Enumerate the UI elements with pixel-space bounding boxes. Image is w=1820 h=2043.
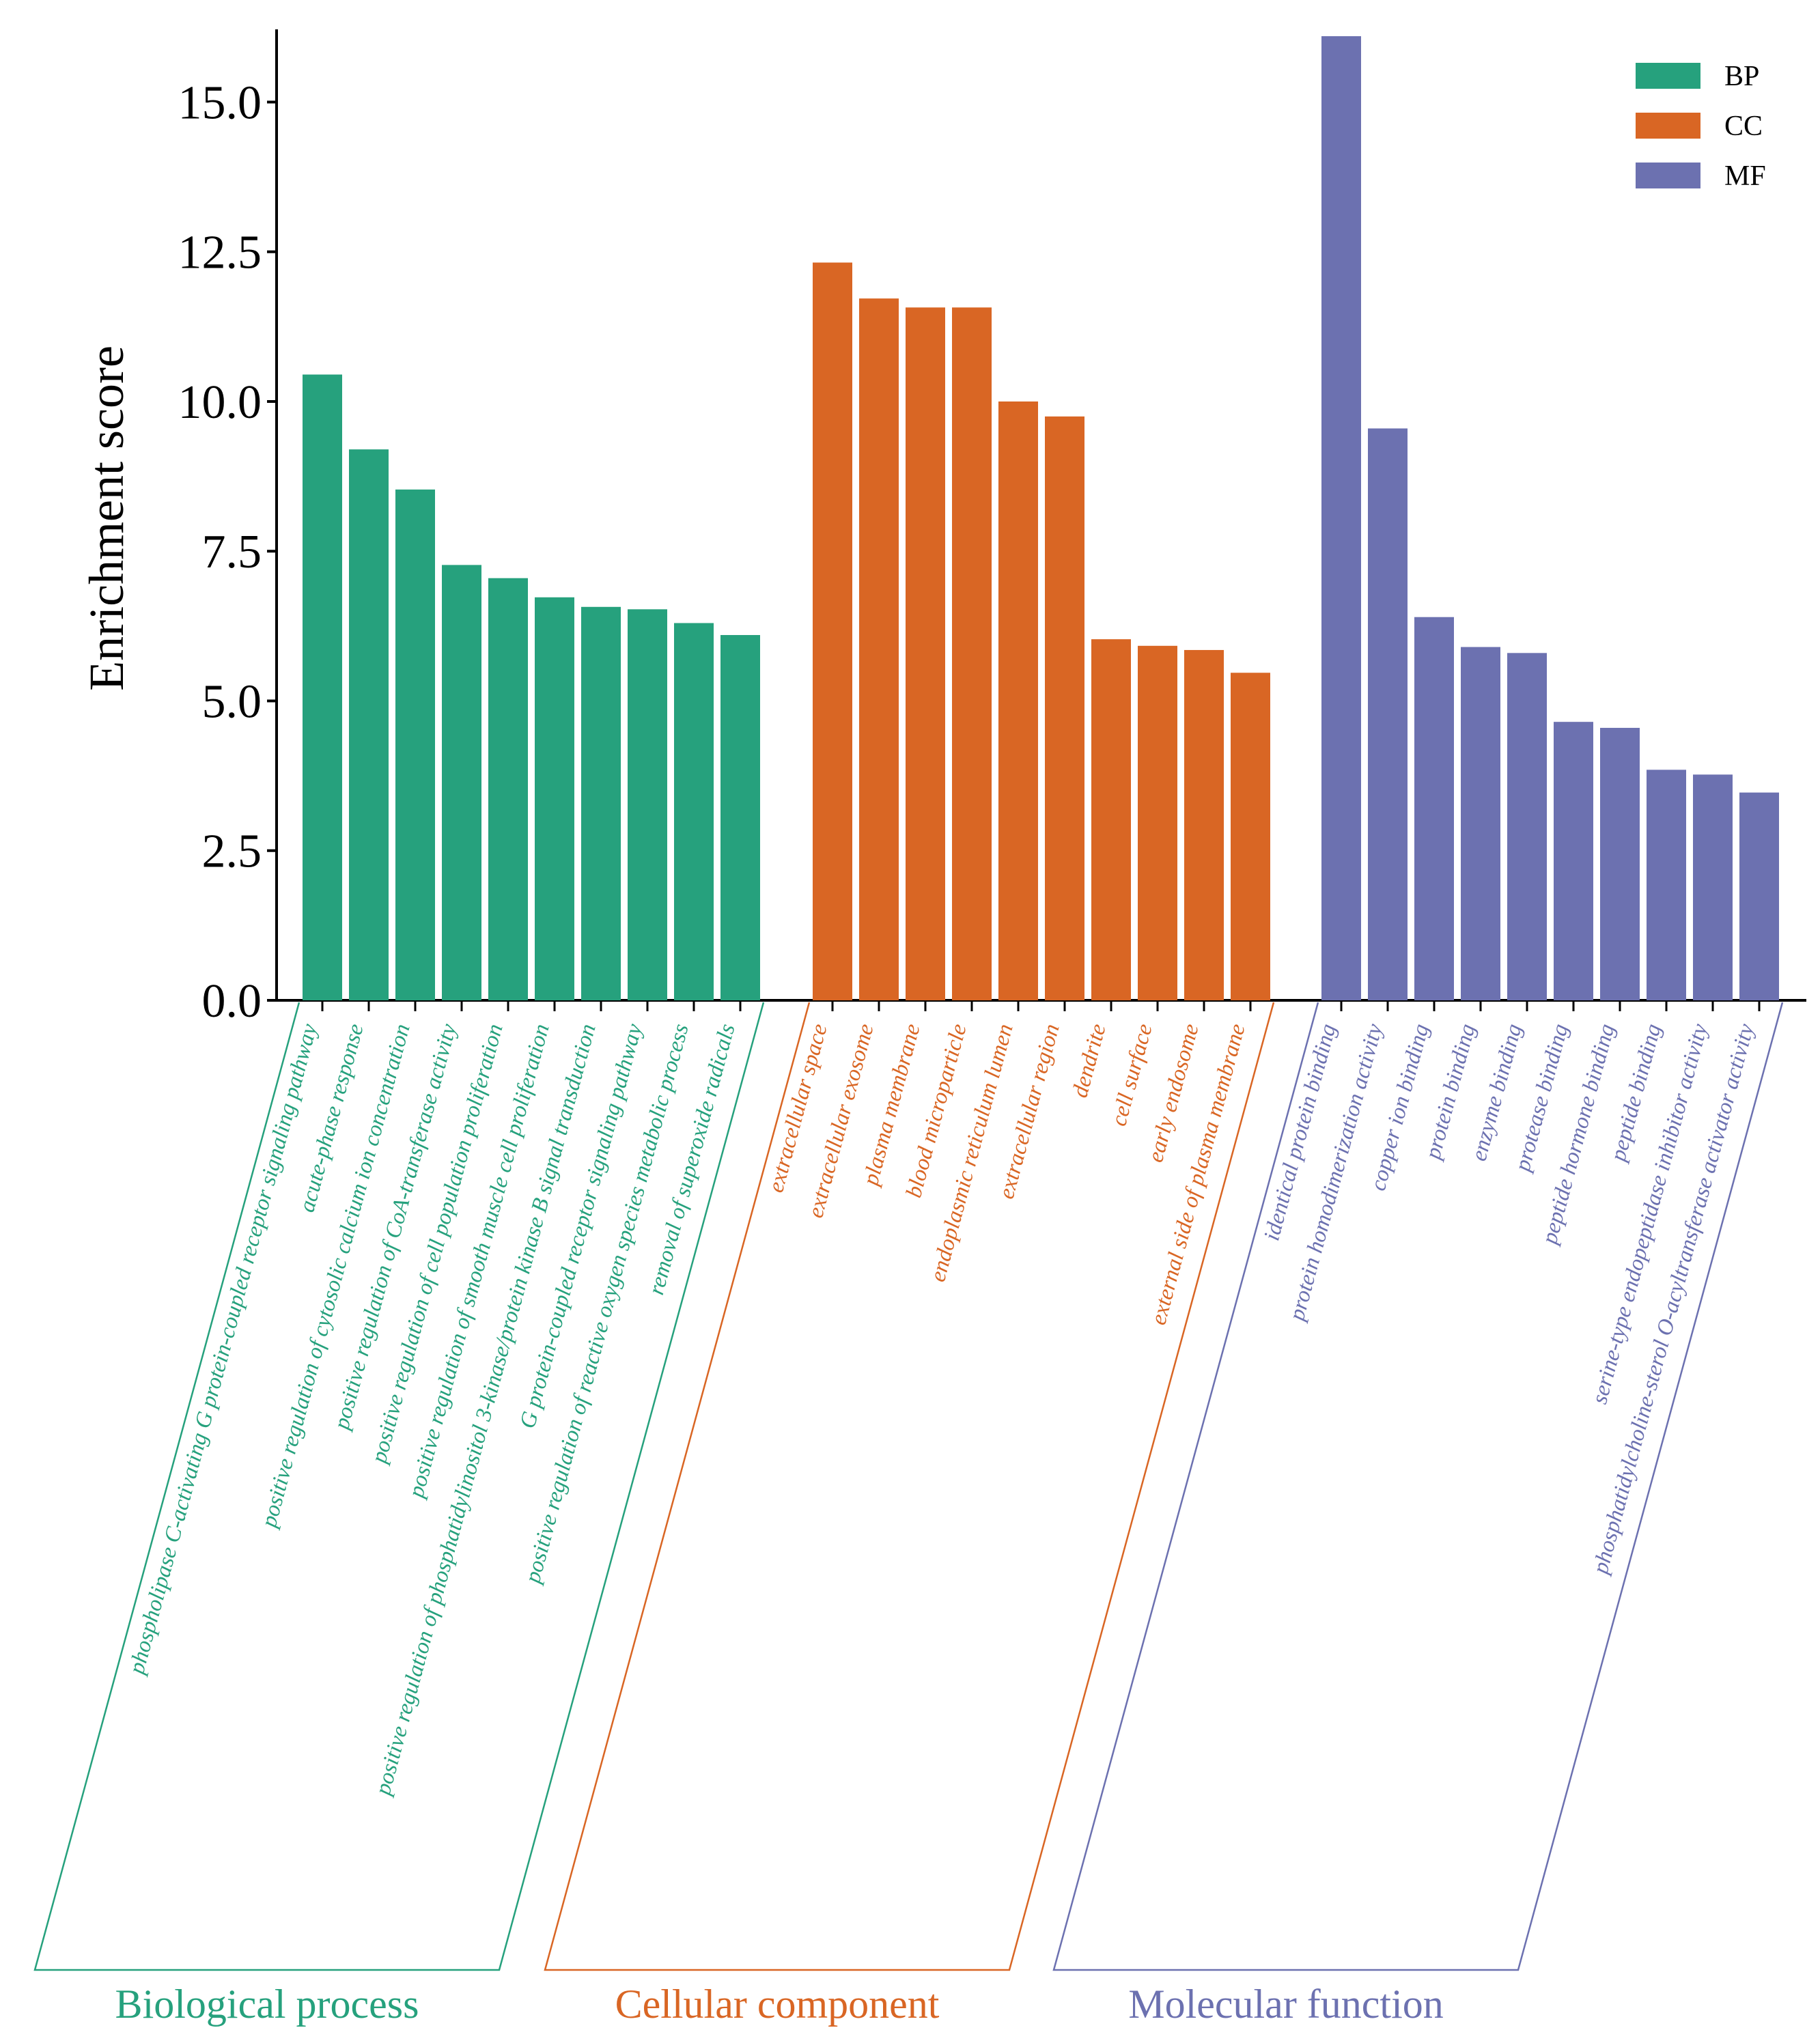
- bar-bp-8: [628, 609, 667, 1000]
- y-tick-label: 10.0: [178, 376, 262, 429]
- bar-cc-3: [906, 307, 945, 1000]
- bar-mf-6: [1554, 722, 1593, 1000]
- bar-bp-3: [395, 489, 435, 1000]
- bar-bp-5: [488, 578, 528, 1000]
- bar-cc-2: [859, 298, 899, 1000]
- bar-bp-1: [303, 374, 342, 1000]
- bar-mf-1: [1321, 36, 1361, 1000]
- bar-cc-6: [1045, 416, 1084, 1000]
- y-tick-label: 12.5: [178, 227, 262, 279]
- legend-swatch-mf: [1636, 163, 1700, 188]
- group-bracket-mf: [1052, 1002, 1784, 1971]
- bar-cc-8: [1138, 645, 1177, 1000]
- bar-mf-2: [1368, 428, 1408, 1000]
- group-label-mf: Molecular function: [1128, 1982, 1444, 2027]
- bar-mf-8: [1647, 770, 1686, 1000]
- y-tick-label: 2.5: [202, 826, 262, 878]
- category-label-cc: cell surface: [1106, 1022, 1157, 1129]
- axes: 0.0 2.5 5.0 7.5 10.0 12.5 15.0 Enrichment score: [79, 29, 1806, 1028]
- bar-cc-10: [1231, 673, 1270, 1000]
- bar-mf-3: [1414, 617, 1454, 1000]
- y-tick-label: 5.0: [202, 675, 262, 728]
- legend-swatch-bp: [1636, 63, 1700, 89]
- bar-mf-10: [1739, 792, 1779, 1000]
- group-bracket-bp: [33, 1002, 765, 1971]
- legend-label-bp: BP: [1724, 61, 1759, 92]
- bar-cc-4: [952, 307, 992, 1000]
- group-bracket-cc: [544, 1002, 1275, 1971]
- y-tick-label: 15.0: [178, 76, 262, 129]
- group-brackets: Biological process Cellular component Mole…: [33, 1002, 1784, 2027]
- group-label-bp: Biological process: [115, 1982, 419, 2027]
- bar-bp-10: [720, 635, 760, 1000]
- bar-cc-1: [813, 262, 852, 1000]
- category-label-bp: phospholipase C-activating G protein-cou…: [124, 1021, 322, 1678]
- bar-cc-7: [1091, 639, 1131, 1000]
- bar-bp-4: [442, 565, 481, 1000]
- bar-mf-7: [1600, 727, 1640, 1000]
- bar-mf-5: [1507, 653, 1547, 1000]
- legend: BP CC MF: [1636, 61, 1766, 192]
- bar-bp-6: [535, 597, 574, 1000]
- bars: [303, 36, 1779, 1000]
- category-labels: phospholipase C-activating G protein-cou…: [124, 1021, 1759, 1799]
- bar-cc-5: [998, 401, 1038, 1000]
- y-tick-label: 0.0: [202, 975, 262, 1028]
- category-label-cc: dendrite: [1067, 1022, 1110, 1101]
- bar-mf-4: [1461, 647, 1500, 1000]
- bar-bp-7: [581, 606, 621, 1000]
- bar-cc-9: [1184, 649, 1224, 1000]
- y-tick-label: 7.5: [202, 526, 262, 578]
- legend-label-cc: CC: [1724, 111, 1763, 142]
- group-label-cc: Cellular component: [615, 1982, 940, 2027]
- bar-mf-9: [1693, 774, 1733, 1000]
- bar-bp-2: [349, 449, 389, 1000]
- legend-swatch-cc: [1636, 113, 1700, 139]
- bar-bp-9: [674, 623, 714, 1000]
- y-axis-title: Enrichment score: [79, 346, 134, 691]
- legend-label-mf: MF: [1724, 160, 1766, 192]
